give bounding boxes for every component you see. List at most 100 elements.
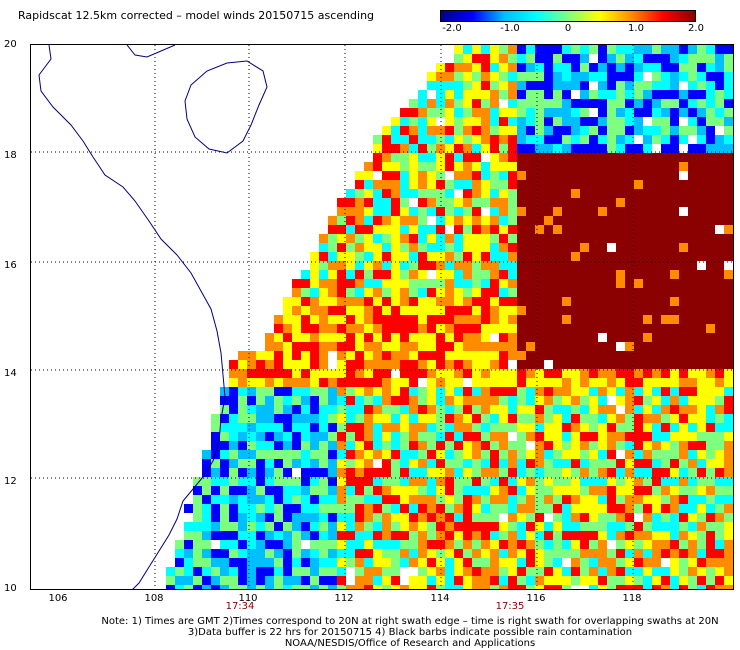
- wind-cell: [382, 513, 391, 522]
- wind-cell: [724, 441, 733, 450]
- wind-cell: [517, 297, 526, 306]
- wind-cell: [571, 432, 580, 441]
- wind-cell: [571, 558, 580, 567]
- wind-cell: [508, 405, 517, 414]
- wind-cell: [634, 486, 643, 495]
- wind-cell: [580, 468, 589, 477]
- wind-cell: [517, 432, 526, 441]
- wind-cell: [517, 306, 526, 315]
- wind-cell: [580, 315, 589, 324]
- wind-cell: [499, 207, 508, 216]
- wind-cell: [355, 180, 364, 189]
- wind-cell: [634, 495, 643, 504]
- wind-cell: [247, 558, 256, 567]
- wind-cell: [337, 450, 346, 459]
- wind-cell: [598, 495, 607, 504]
- wind-cell: [580, 279, 589, 288]
- wind-cell: [355, 522, 364, 531]
- wind-cell: [688, 216, 697, 225]
- wind-cell: [706, 297, 715, 306]
- wind-cell: [562, 81, 571, 90]
- wind-cell: [715, 405, 724, 414]
- wind-cell: [679, 531, 688, 540]
- wind-cell: [481, 360, 490, 369]
- wind-cell: [535, 306, 544, 315]
- wind-cell: [526, 180, 535, 189]
- wind-cell: [697, 414, 706, 423]
- wind-cell: [643, 315, 652, 324]
- wind-cell: [247, 414, 256, 423]
- wind-cell: [625, 180, 634, 189]
- wind-cell: [463, 495, 472, 504]
- wind-cell: [499, 216, 508, 225]
- wind-cell: [553, 90, 562, 99]
- wind-cell: [265, 531, 274, 540]
- wind-cell: [445, 90, 454, 99]
- wind-cell: [670, 153, 679, 162]
- wind-cell: [553, 171, 562, 180]
- wind-cell: [463, 288, 472, 297]
- wind-cell: [355, 270, 364, 279]
- wind-cell: [490, 396, 499, 405]
- wind-cell: [544, 477, 553, 486]
- wind-cell: [733, 45, 734, 54]
- wind-cell: [409, 207, 418, 216]
- wind-cell: [355, 432, 364, 441]
- wind-cell: [598, 522, 607, 531]
- wind-cell: [724, 135, 733, 144]
- wind-cell: [652, 576, 661, 585]
- wind-cell: [436, 288, 445, 297]
- wind-cell: [535, 396, 544, 405]
- wind-cell: [490, 279, 499, 288]
- wind-cell: [391, 288, 400, 297]
- wind-cell: [589, 216, 598, 225]
- wind-cell: [490, 90, 499, 99]
- wind-cell: [508, 72, 517, 81]
- wind-cell: [724, 243, 733, 252]
- wind-cell: [562, 513, 571, 522]
- wind-cell: [184, 567, 193, 576]
- wind-cell: [544, 279, 553, 288]
- wind-cell: [247, 531, 256, 540]
- wind-cell: [634, 198, 643, 207]
- wind-cell: [679, 369, 688, 378]
- wind-cell: [436, 306, 445, 315]
- wind-cell: [688, 72, 697, 81]
- wind-cell: [481, 549, 490, 558]
- wind-cell: [337, 279, 346, 288]
- wind-cell: [553, 162, 562, 171]
- latitude-label: 20: [4, 39, 17, 50]
- wind-cell: [517, 522, 526, 531]
- wind-cell: [697, 189, 706, 198]
- wind-cell: [706, 180, 715, 189]
- wind-cell: [607, 414, 616, 423]
- wind-cell: [679, 468, 688, 477]
- wind-cell: [688, 108, 697, 117]
- wind-cell: [670, 423, 679, 432]
- wind-cell: [562, 180, 571, 189]
- wind-cell: [562, 522, 571, 531]
- mainland-coast: [38, 45, 226, 589]
- wind-cell: [562, 567, 571, 576]
- wind-cell: [715, 504, 724, 513]
- wind-cell: [544, 486, 553, 495]
- wind-cell: [562, 279, 571, 288]
- wind-cell: [229, 558, 238, 567]
- wind-cell: [526, 459, 535, 468]
- wind-cell: [265, 522, 274, 531]
- wind-cell: [472, 531, 481, 540]
- wind-cell: [625, 162, 634, 171]
- wind-cell: [463, 450, 472, 459]
- wind-cell: [328, 396, 337, 405]
- wind-cell: [544, 45, 553, 54]
- wind-cell: [688, 351, 697, 360]
- wind-cell: [535, 387, 544, 396]
- wind-cell: [733, 576, 734, 585]
- wind-cell: [688, 333, 697, 342]
- wind-cell: [715, 540, 724, 549]
- wind-cell: [562, 252, 571, 261]
- wind-cell: [508, 468, 517, 477]
- wind-cell: [706, 477, 715, 486]
- wind-cell: [706, 234, 715, 243]
- wind-cell: [256, 432, 265, 441]
